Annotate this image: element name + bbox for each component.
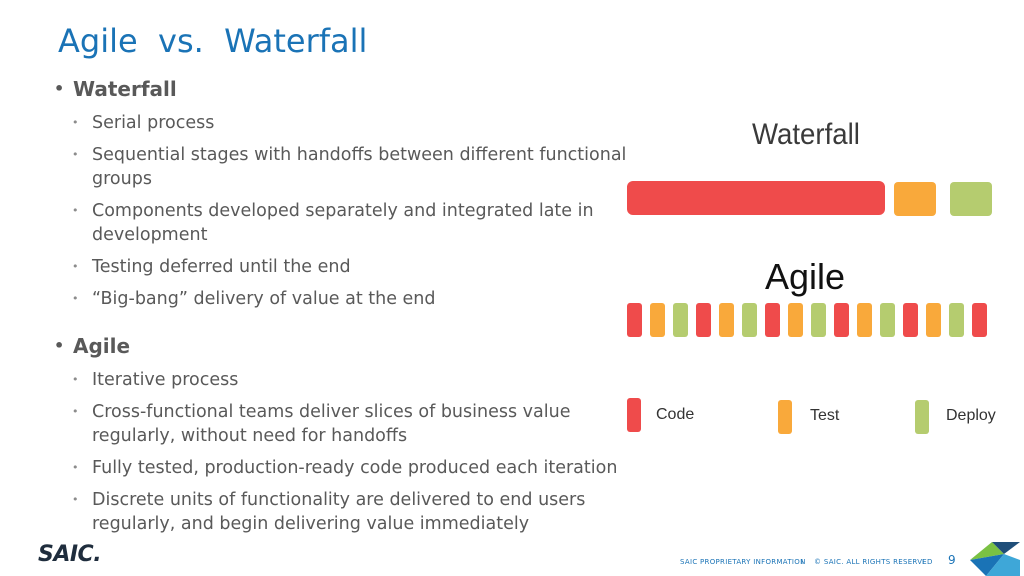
agile-deploy-block (673, 303, 688, 337)
proprietary-notice: SAIC PROPRIETARY INFORMATION (680, 558, 806, 566)
copyright-notice: © SAIC. ALL RIGHTS RESERVED (814, 558, 933, 566)
agile-test-block (650, 303, 665, 337)
legend-test-label: Test (810, 407, 840, 424)
agile-code-block (834, 303, 849, 337)
agile-deploy-block (811, 303, 826, 337)
bullet-icon: • (72, 493, 79, 506)
agile-test-block (926, 303, 941, 337)
bullet-icon: • (72, 148, 79, 161)
agile-test-block (857, 303, 872, 337)
agile-heading: Agile (54, 333, 634, 359)
agile-code-block (903, 303, 918, 337)
bullet-icon: • (72, 461, 79, 474)
corner-logo-icon (970, 542, 1020, 576)
waterfall-item: • Serial process (54, 111, 634, 135)
agile-code-block (765, 303, 780, 337)
waterfall-item: • Components developed separately and int… (54, 199, 634, 247)
waterfall-heading: Waterfall (54, 76, 634, 102)
waterfall-item: • Sequential stages with handoffs between… (54, 143, 634, 191)
bullet-icon: • (72, 292, 79, 305)
agile-test-block (788, 303, 803, 337)
bullet-icon: • (72, 260, 79, 273)
waterfall-test-block (894, 182, 936, 216)
agile-test-block (719, 303, 734, 337)
waterfall-item-text: Components developed separately and inte… (92, 201, 594, 245)
legend-test-swatch (778, 400, 792, 434)
agile-code-block (627, 303, 642, 337)
legend-code-swatch (627, 398, 641, 432)
agile-deploy-block (742, 303, 757, 337)
agile-item: • Discrete units of functionality are del… (54, 488, 634, 536)
agile-code-block (972, 303, 987, 337)
waterfall-item-text: Testing deferred until the end (92, 257, 351, 277)
waterfall-graphic-label: Waterfall (752, 118, 860, 151)
agile-deploy-block (949, 303, 964, 337)
agile-item-text: Fully tested, production-ready code prod… (92, 458, 618, 478)
footer-separator: I (801, 558, 804, 566)
legend-deploy-swatch (915, 400, 929, 434)
legend-deploy-label: Deploy (946, 407, 996, 424)
agile-item-text: Cross-functional teams deliver slices of… (92, 402, 571, 446)
waterfall-item-text: Sequential stages with handoffs between … (92, 145, 627, 189)
bullet-icon: • (72, 373, 79, 386)
agile-item-text: Iterative process (92, 370, 239, 390)
waterfall-item: • Testing deferred until the end (54, 255, 634, 279)
waterfall-deploy-block (950, 182, 992, 216)
page-number: 9 (948, 553, 956, 567)
waterfall-item-text: “Big-bang” delivery of value at the end (92, 289, 436, 309)
waterfall-item-text: Serial process (92, 113, 215, 133)
saic-logo: SAIC. (38, 542, 102, 567)
agile-item: • Fully tested, production-ready code pro… (54, 456, 634, 480)
agile-item: • Iterative process (54, 368, 634, 392)
agile-graphic-label: Agile (765, 256, 846, 297)
agile-deploy-block (880, 303, 895, 337)
footer-separator: I (922, 558, 925, 566)
waterfall-code-block (627, 181, 885, 215)
bullet-icon: • (72, 405, 79, 418)
bullet-icon: • (72, 204, 79, 217)
waterfall-item: • “Big-bang” delivery of value at the end (54, 287, 634, 311)
legend-code-label: Code (656, 406, 695, 423)
slide-title: Agile vs. Waterfall (58, 22, 368, 60)
agile-code-block (696, 303, 711, 337)
agile-item-text: Discrete units of functionality are deli… (92, 490, 586, 534)
bullet-list: Waterfall • Serial process • Sequential st… (54, 76, 634, 536)
bullet-icon: • (72, 116, 79, 129)
agile-item: • Cross-functional teams deliver slices o… (54, 400, 634, 448)
